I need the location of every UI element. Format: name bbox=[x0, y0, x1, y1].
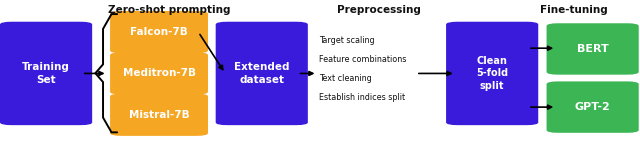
Text: Meditron-7B: Meditron-7B bbox=[122, 68, 196, 78]
FancyBboxPatch shape bbox=[0, 22, 92, 125]
Text: Falcon-7B: Falcon-7B bbox=[130, 27, 188, 37]
Text: Training
Set: Training Set bbox=[22, 62, 70, 85]
Text: Clean
5-fold
split: Clean 5-fold split bbox=[476, 56, 508, 91]
FancyBboxPatch shape bbox=[547, 81, 639, 133]
Text: BERT: BERT bbox=[577, 44, 609, 54]
Text: GPT-2: GPT-2 bbox=[575, 102, 611, 112]
FancyBboxPatch shape bbox=[216, 22, 308, 125]
Text: Establish indices split: Establish indices split bbox=[319, 93, 405, 102]
FancyBboxPatch shape bbox=[110, 94, 208, 136]
FancyBboxPatch shape bbox=[547, 23, 639, 75]
FancyBboxPatch shape bbox=[110, 52, 208, 95]
Text: Zero-shot prompting: Zero-shot prompting bbox=[108, 5, 231, 15]
Text: Preprocessing: Preprocessing bbox=[337, 5, 421, 15]
Text: Mistral-7B: Mistral-7B bbox=[129, 110, 189, 120]
Text: Target scaling: Target scaling bbox=[319, 36, 374, 45]
FancyBboxPatch shape bbox=[446, 22, 538, 125]
FancyBboxPatch shape bbox=[110, 11, 208, 53]
Text: Text cleaning: Text cleaning bbox=[319, 74, 371, 83]
Text: Extended
dataset: Extended dataset bbox=[234, 62, 289, 85]
Text: Feature combinations: Feature combinations bbox=[319, 55, 406, 64]
Text: Fine-tuning: Fine-tuning bbox=[540, 5, 607, 15]
